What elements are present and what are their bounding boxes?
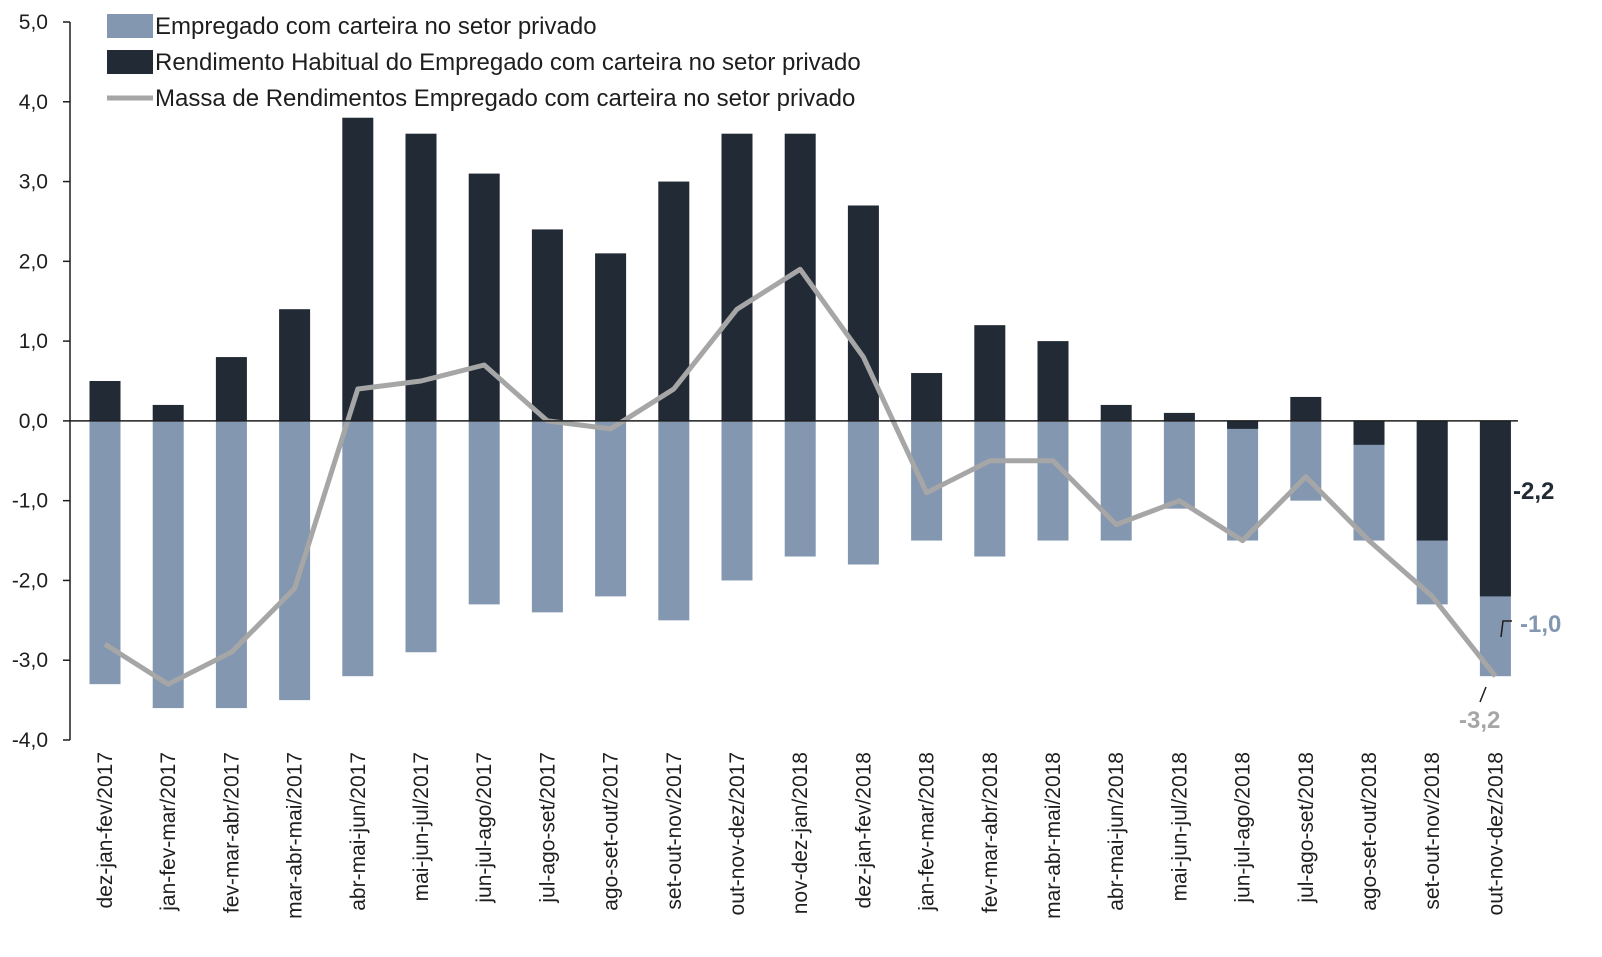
bar-emprego <box>342 421 373 676</box>
y-tick-label: 1,0 <box>19 330 48 353</box>
y-tick-label: 2,0 <box>19 250 48 273</box>
bar-rendimento <box>1227 421 1258 429</box>
bar-emprego <box>469 421 500 604</box>
x-tick-label: mai-jun-jul/2018 <box>1168 752 1191 901</box>
x-tick-label: dez-jan-fev/2017 <box>94 752 117 908</box>
bar-rendimento <box>1164 413 1195 421</box>
x-tick-label: mai-jun-jul/2017 <box>410 752 433 901</box>
bar-emprego <box>1227 421 1258 541</box>
x-tick-label: mar-abr-mai/2017 <box>284 752 307 919</box>
x-tick-label: mar-abr-mai/2018 <box>1042 752 1065 919</box>
bar-rendimento <box>90 381 121 421</box>
x-tick-label: jul-ago-set/2018 <box>1295 752 1318 904</box>
bar-rendimento <box>1480 421 1511 597</box>
bar-rendimento <box>1290 397 1321 421</box>
y-tick-label: -3,0 <box>12 649 48 672</box>
legend: Empregado com carteira no setor privado R… <box>107 13 861 112</box>
x-tick-label: jun-jul-ago/2018 <box>1232 752 1255 904</box>
bar-emprego <box>974 421 1005 557</box>
bar-rendimento <box>974 325 1005 421</box>
y-tick-label: -2,0 <box>12 569 48 592</box>
bar-emprego <box>848 421 879 565</box>
bar-rendimento <box>722 134 753 421</box>
end-value-label: -3,2 <box>1459 707 1500 734</box>
bar-emprego <box>1038 421 1069 541</box>
bar-rendimento <box>342 118 373 421</box>
bar-layer <box>90 118 1511 708</box>
bar-emprego <box>153 421 184 708</box>
y-tick-label: 4,0 <box>19 91 48 114</box>
x-tick-label: nov-dez-jan/2018 <box>789 752 812 914</box>
bar-rendimento <box>216 357 247 421</box>
x-tick-label: fev-mar-abr/2018 <box>979 752 1002 913</box>
bar-rendimento <box>532 229 563 420</box>
legend-label: Rendimento Habitual do Empregado com car… <box>155 49 861 76</box>
x-tick-label: jan-fev-mar/2018 <box>916 752 939 912</box>
y-tick-label: -4,0 <box>12 729 48 752</box>
end-value-label: -1,0 <box>1520 611 1561 638</box>
bar-emprego <box>785 421 816 557</box>
x-tick-label: abr-mai-jun/2017 <box>347 752 370 911</box>
bar-rendimento <box>1417 421 1448 541</box>
bar-emprego <box>1164 421 1195 509</box>
bar-rendimento <box>911 373 942 421</box>
bar-emprego <box>722 421 753 581</box>
x-axis-ticks: dez-jan-fev/2017 jan-fev-mar/2017 fev-mar-… <box>94 752 1507 919</box>
bar-rendimento <box>595 253 626 421</box>
x-tick-label: fev-mar-abr/2017 <box>220 752 243 913</box>
bar-emprego <box>532 421 563 612</box>
legend-label: Massa de Rendimentos Empregado com carte… <box>155 85 855 112</box>
x-tick-label: out-nov-dez/2018 <box>1484 752 1507 915</box>
bar-rendimento <box>469 174 500 421</box>
bar-rendimento <box>1101 405 1132 421</box>
x-tick-label: ago-set-out/2017 <box>600 752 623 911</box>
x-tick-label: ago-set-out/2018 <box>1358 752 1381 911</box>
y-tick-label: 0,0 <box>19 410 48 433</box>
bar-rendimento <box>848 205 879 420</box>
bar-rendimento <box>153 405 184 421</box>
bar-emprego <box>406 421 437 652</box>
end-value-label: -2,2 <box>1513 478 1554 505</box>
x-tick-label: jan-fev-mar/2017 <box>157 752 180 912</box>
bar-emprego <box>595 421 626 597</box>
bar-rendimento <box>279 309 310 421</box>
legend-swatch <box>107 50 153 74</box>
bar-emprego <box>658 421 689 620</box>
bar-rendimento <box>1038 341 1069 421</box>
x-tick-label: set-out-nov/2018 <box>1421 752 1444 910</box>
leader-line <box>1480 687 1486 702</box>
bar-rendimento <box>1354 421 1385 445</box>
legend-swatch <box>107 14 153 38</box>
x-tick-label: jul-ago-set/2017 <box>536 752 559 904</box>
y-tick-label: 3,0 <box>19 171 48 194</box>
y-axis-ticks: 5,0 4,0 3,0 2,0 1,0 0,0 -1,0 -2,0 -3,0 -4,0 <box>12 11 70 752</box>
x-tick-label: jun-jul-ago/2017 <box>473 752 496 904</box>
bar-emprego <box>911 421 942 541</box>
x-tick-label: set-out-nov/2017 <box>663 752 686 910</box>
y-tick-label: 5,0 <box>19 11 48 34</box>
y-tick-label: -1,0 <box>12 490 48 513</box>
bar-emprego <box>216 421 247 708</box>
x-tick-label: abr-mai-jun/2018 <box>1105 752 1128 911</box>
x-tick-label: dez-jan-fev/2018 <box>852 752 875 908</box>
x-tick-label: out-nov-dez/2017 <box>726 752 749 915</box>
legend-label: Empregado com carteira no setor privado <box>155 13 597 40</box>
